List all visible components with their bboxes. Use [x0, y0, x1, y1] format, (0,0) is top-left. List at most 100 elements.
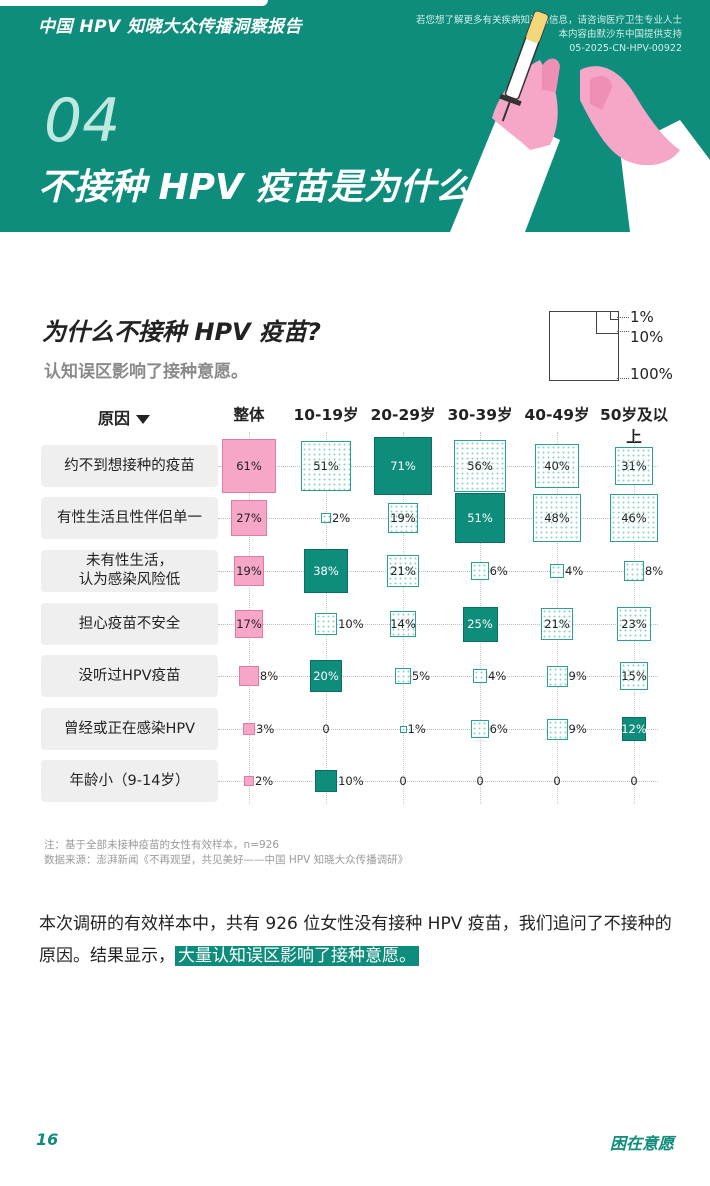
- value-square: [239, 666, 259, 686]
- value-label: 0: [322, 722, 330, 736]
- value-square: [230, 499, 268, 537]
- value-label: 23%: [621, 617, 647, 631]
- value-label: 25%: [467, 617, 493, 631]
- reason-header-label: 原因: [98, 409, 131, 428]
- legend-label-100: 100%: [630, 365, 673, 383]
- grid-line: [218, 729, 658, 730]
- value-square: [301, 441, 351, 491]
- value-square: [221, 438, 277, 494]
- value-label: 19%: [236, 564, 262, 578]
- footer-section-name: 困在意愿: [609, 1134, 674, 1153]
- value-square: [550, 564, 564, 578]
- value-square: [532, 493, 582, 543]
- column-header: 40-49岁: [524, 406, 590, 424]
- value-label: 0: [476, 774, 484, 788]
- column-header: 50岁及以上: [599, 406, 669, 446]
- legend-leader: [617, 317, 629, 318]
- value-square: [621, 716, 647, 742]
- value-label: 0: [399, 774, 407, 788]
- value-square: [242, 722, 256, 736]
- value-label: 10%: [338, 617, 364, 631]
- sort-down-icon: [136, 415, 151, 424]
- value-square: [314, 612, 338, 636]
- legend-square-1: [610, 311, 619, 320]
- value-square: [314, 769, 338, 793]
- value-label: 71%: [390, 459, 416, 473]
- value-label: 19%: [390, 511, 416, 525]
- value-square: [321, 513, 331, 523]
- value-label: 2%: [254, 774, 274, 788]
- legend-label-10: 10%: [630, 328, 664, 346]
- value-square: [471, 720, 489, 738]
- value-square: [373, 436, 433, 496]
- value-square: [462, 606, 498, 642]
- reason-label: 约不到想接种的疫苗: [41, 445, 218, 487]
- value-square: [310, 660, 342, 692]
- value-label: 6%: [489, 564, 508, 578]
- value-square: [386, 554, 420, 588]
- value-square: [233, 555, 265, 587]
- reason-label: 有性生活且性伴侣单一: [41, 497, 218, 539]
- value-square: [546, 718, 568, 740]
- value-square: [624, 561, 644, 581]
- grid-line: [218, 676, 658, 677]
- disclaimer: 若您想了解更多有关疾病知识的信息，请咨询医疗卫生专业人士 本内容由默沙东中国提供…: [416, 14, 682, 56]
- value-label: 0: [553, 774, 561, 788]
- chart-subtitle: 认知误区影响了接种意愿。: [44, 362, 248, 382]
- value-label: 10%: [338, 774, 364, 788]
- value-label: 4%: [488, 669, 507, 683]
- sample-note: 注：基于全部未接种疫苗的女性有效样本，n=926: [44, 839, 279, 851]
- value-label: 1%: [407, 722, 426, 736]
- column-header: 10-19岁: [293, 406, 359, 424]
- value-label: 5%: [411, 669, 431, 683]
- legend-leader: [617, 331, 629, 332]
- report-title: 中国 HPV 知晓大众传播洞察报告: [38, 17, 303, 37]
- chart-title: 为什么不接种 HPV 疫苗?: [42, 318, 321, 346]
- reason-column-header[interactable]: 原因: [98, 405, 151, 429]
- value-label: 51%: [313, 459, 339, 473]
- value-label: 27%: [236, 511, 262, 525]
- value-square: [387, 502, 419, 534]
- value-label: 40%: [544, 459, 570, 473]
- reason-label: 没听过HPV疫苗: [41, 655, 218, 697]
- value-label: 61%: [236, 459, 262, 473]
- value-label: 21%: [390, 564, 416, 578]
- grid-line: [218, 518, 658, 519]
- page-number: 16: [36, 1130, 59, 1149]
- value-label: 12%: [621, 722, 647, 736]
- value-square: [471, 562, 489, 580]
- value-square: [234, 609, 264, 639]
- value-label: 17%: [236, 617, 262, 631]
- value-square: [610, 494, 658, 542]
- disclaimer-line: 本内容由默沙东中国提供支持: [558, 29, 682, 40]
- column-header: 20-29岁: [370, 406, 436, 424]
- column-header: 30-39岁: [447, 406, 513, 424]
- gloved-hands-syringe-illustration: [450, 10, 710, 232]
- column-header: 整体: [233, 406, 265, 424]
- reason-label: 年龄小（9-14岁）: [41, 760, 218, 802]
- grid-line: [218, 466, 658, 467]
- value-square: [455, 493, 505, 543]
- section-number: 04: [44, 86, 121, 156]
- value-square: [395, 668, 411, 684]
- value-square: [389, 610, 417, 638]
- value-square: [620, 662, 648, 690]
- value-label: 20%: [313, 669, 339, 683]
- value-label: 14%: [390, 617, 416, 631]
- value-label: 8%: [259, 669, 279, 683]
- value-square: [546, 665, 568, 687]
- value-label: 48%: [544, 511, 570, 525]
- value-square: [304, 549, 348, 593]
- value-square: [399, 725, 407, 733]
- value-label: 31%: [621, 459, 647, 473]
- legend-leader: [617, 378, 629, 379]
- value-label: 21%: [544, 617, 570, 631]
- body-paragraph: 本次调研的有效样本中，共有 926 位女性没有接种 HPV 疫苗，我们追问了不接…: [39, 908, 679, 972]
- value-label: 9%: [568, 669, 587, 683]
- value-label: 8%: [644, 564, 664, 578]
- value-label: 51%: [467, 511, 493, 525]
- value-square: [617, 607, 651, 641]
- reason-label: 曾经或正在感染HPV: [41, 708, 218, 750]
- document-code: 05-2025-CN-HPV-00922: [569, 43, 682, 54]
- disclaimer-line: 若您想了解更多有关疾病知识的信息，请咨询医疗卫生专业人士: [415, 15, 682, 26]
